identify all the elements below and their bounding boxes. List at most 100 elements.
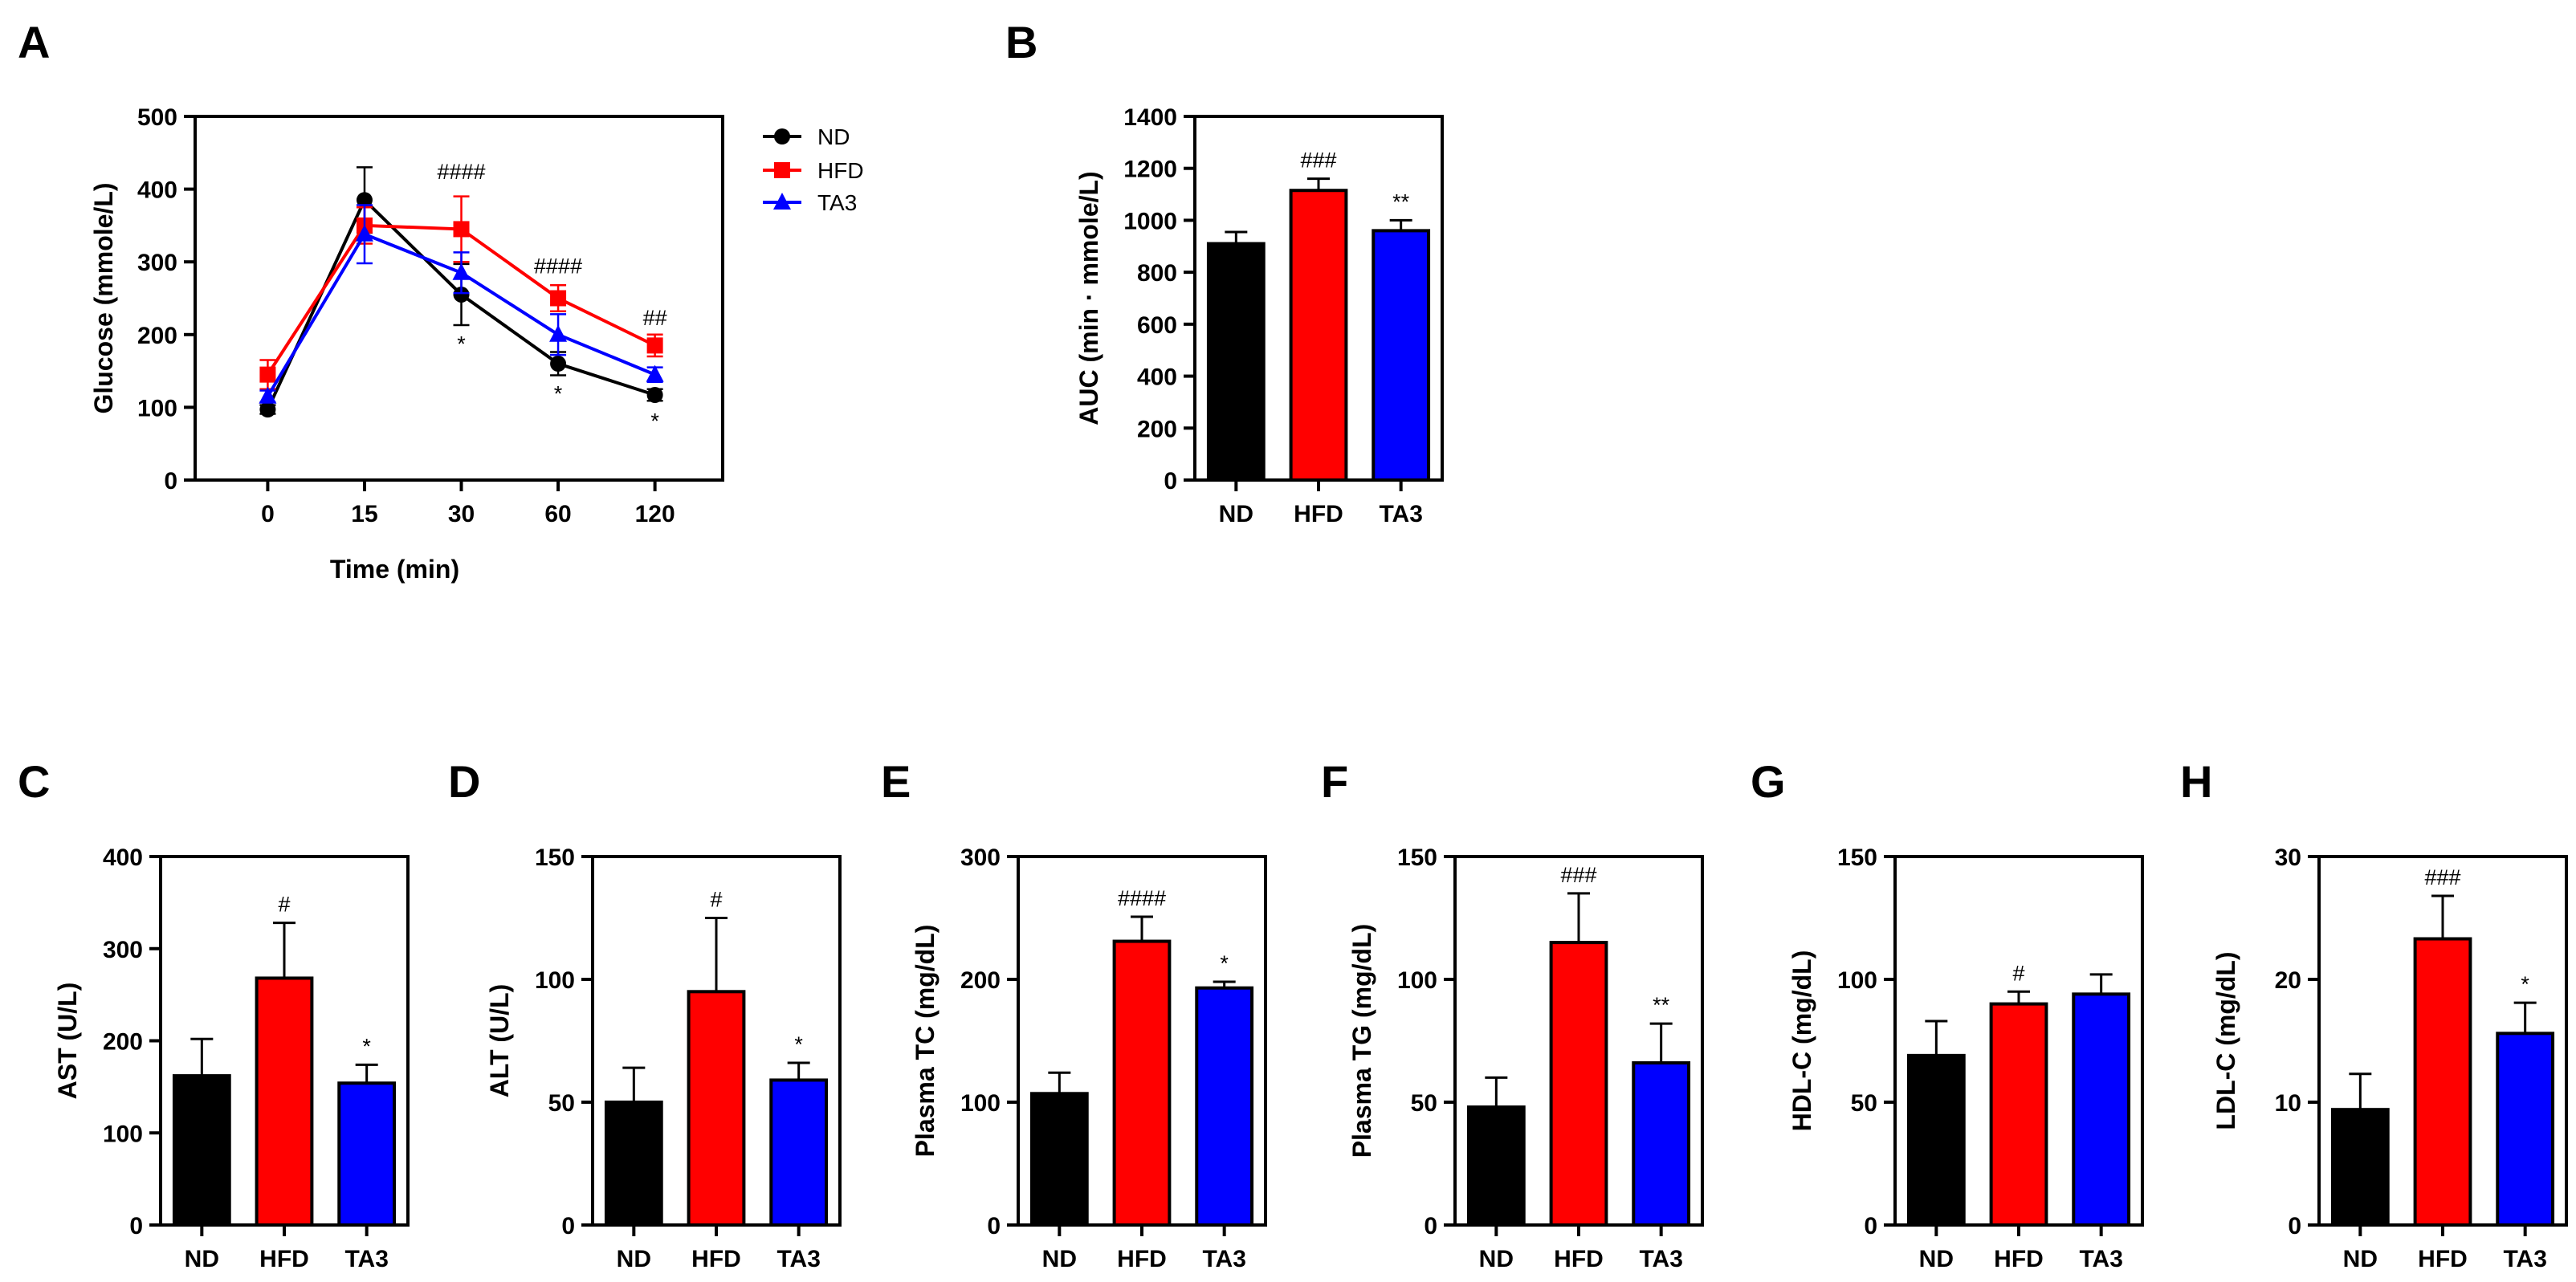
y-tick-label: 50: [548, 1090, 575, 1117]
significance-marker: ####: [534, 254, 582, 279]
panel-letter: G: [1751, 756, 1786, 807]
series-nd: [259, 166, 663, 418]
panel-c: C 0 100 200 300 400 AST (U/L) ND HFD # TA3 *: [18, 756, 410, 1272]
significance-marker: #: [278, 893, 290, 917]
legend-label: HFD: [817, 158, 864, 183]
bar-hfd: [1112, 939, 1172, 1227]
y-tick-label: 600: [1137, 312, 1177, 339]
x-tick-label: TA3: [344, 1246, 388, 1272]
y-tick-label: 400: [103, 844, 143, 871]
y-axis-title: AST (U/L): [53, 983, 82, 1100]
x-tick-label: HFD: [1294, 501, 1343, 527]
panel-letter: E: [881, 756, 911, 807]
legend-label: ND: [817, 124, 850, 149]
x-tick-label: HFD: [691, 1246, 741, 1272]
x-tick-label: ND: [2343, 1246, 2378, 1272]
data-point: [259, 386, 277, 404]
x-tick-label: ND: [1042, 1246, 1077, 1272]
panel-a: A 0 100 200 300 400 500 Glucose (mmole/L) 0 15 30 6…: [18, 17, 864, 584]
legend-marker: [774, 162, 790, 178]
y-tick-label: 100: [1837, 967, 1877, 994]
bar-nd: [172, 1074, 231, 1227]
y-tick-label: 200: [1137, 416, 1177, 442]
y-tick-label: 400: [137, 177, 177, 204]
data-point: [355, 224, 373, 242]
y-tick-label: 1200: [1123, 157, 1177, 183]
data-point: [453, 221, 470, 238]
bar-ta3: [1195, 986, 1254, 1227]
y-tick-label: 0: [561, 1213, 575, 1239]
x-tick-label: HFD: [259, 1246, 309, 1272]
significance-marker: ####: [1118, 886, 1166, 910]
y-tick-label: 50: [1411, 1090, 1437, 1117]
bar-nd: [1206, 242, 1266, 482]
x-tick-label: 0: [261, 501, 275, 527]
y-tick-label: 500: [137, 104, 177, 131]
y-tick-label: 1000: [1123, 208, 1177, 234]
y-axis-title: AUC (min · mmole/L): [1074, 171, 1103, 425]
y-tick-label: 150: [1397, 844, 1437, 871]
y-tick-label: 200: [137, 323, 177, 349]
x-tick-label: 60: [544, 501, 571, 527]
x-tick-label: ND: [185, 1246, 219, 1272]
y-axis-title: Glucose (mmole/L): [89, 182, 118, 413]
significance-marker: ####: [437, 160, 485, 184]
x-tick-label: HFD: [2418, 1246, 2468, 1272]
y-tick-label: 100: [535, 967, 575, 994]
data-point: [646, 337, 663, 354]
bar-ta3: [1632, 1061, 1691, 1227]
bar-nd: [2330, 1108, 2390, 1227]
y-tick-label: 0: [987, 1213, 1001, 1239]
significance-marker: #: [710, 888, 722, 912]
panel-d: D 0 50 100 150 ALT (U/L) ND HFD # TA3 *: [448, 756, 842, 1272]
bar-hfd: [687, 990, 746, 1227]
x-tick-label: 120: [635, 501, 675, 527]
y-tick-label: 0: [1864, 1213, 1877, 1239]
bar-ta3: [1372, 229, 1431, 482]
y-axis-title: LDL-C (mg/dL): [2211, 951, 2240, 1129]
bar-nd: [604, 1101, 663, 1227]
significance-marker: ###: [1300, 149, 1336, 173]
x-tick-label: HFD: [1117, 1246, 1167, 1272]
y-tick-label: 100: [1397, 967, 1437, 994]
y-tick-label: 300: [960, 844, 1001, 871]
x-tick-label: 15: [351, 501, 377, 527]
significance-marker: #: [2012, 961, 2024, 985]
panel-b: B 0 200 400 600 800 1000 1200 1400 AUC (min · mmo…: [1005, 17, 1444, 527]
x-tick-label: TA3: [1379, 501, 1422, 527]
y-tick-label: 1400: [1123, 104, 1177, 131]
data-point: [550, 356, 567, 372]
panel-h: H 0 10 20 30 LDL-C (mg/dL) ND HFD ### TA3 *: [2180, 756, 2568, 1272]
y-tick-label: 400: [1137, 364, 1177, 391]
panel-letter: C: [18, 756, 50, 807]
y-tick-label: 50: [1851, 1090, 1877, 1117]
x-tick-label: HFD: [1554, 1246, 1604, 1272]
y-tick-label: 0: [164, 468, 177, 494]
y-tick-label: 0: [1164, 468, 1177, 494]
y-tick-label: 200: [103, 1029, 143, 1056]
significance-marker: ###: [2424, 865, 2460, 889]
y-tick-label: 800: [1137, 260, 1177, 287]
x-tick-label: TA3: [1202, 1246, 1245, 1272]
data-point: [452, 263, 471, 280]
y-tick-label: 20: [2275, 967, 2301, 994]
bar-ta3: [2496, 1032, 2555, 1227]
bar-hfd: [1549, 941, 1608, 1227]
panel-letter: A: [18, 17, 50, 67]
bar-hfd: [2413, 937, 2472, 1227]
y-tick-label: 150: [1837, 844, 1877, 871]
bar-ta3: [769, 1078, 829, 1227]
significance-marker: *: [650, 409, 659, 433]
y-tick-label: 100: [137, 395, 177, 421]
series-ta3: [259, 204, 664, 404]
significance-marker: ##: [643, 306, 667, 330]
bar-hfd: [1989, 1002, 2048, 1227]
x-tick-label: ND: [617, 1246, 651, 1272]
x-axis-title: Time (min): [330, 555, 459, 584]
significance-marker: **: [1392, 189, 1410, 214]
significance-marker: *: [362, 1034, 371, 1058]
significance-marker: *: [2521, 972, 2529, 996]
legend-marker: [773, 193, 791, 210]
panel-e: E 0 100 200 300 Plasma TC (mg/dL) ND HFD #### TA3…: [881, 756, 1267, 1272]
